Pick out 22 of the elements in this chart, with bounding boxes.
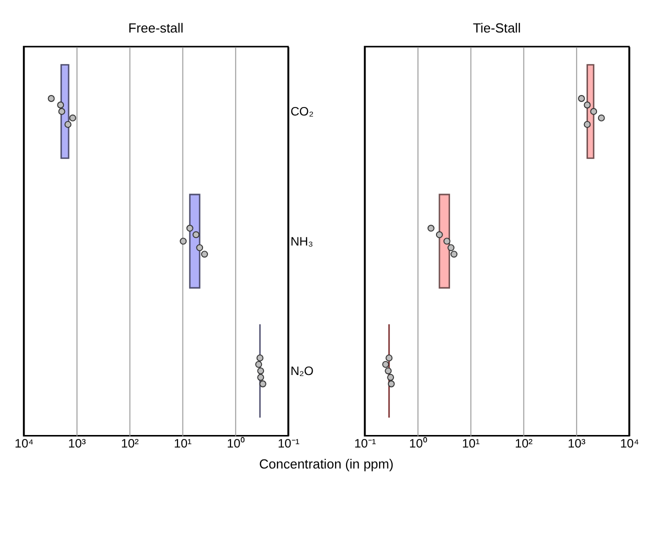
x-tick-label: 10¹ [462,436,480,451]
x-tick-label: 10⁻¹ [354,436,376,451]
bar [60,64,70,159]
x-tick-label: 10³ [568,436,586,451]
chart-title: Free-stall [128,20,184,36]
x-tick-label: 10⁰ [226,436,246,451]
y-tick-label: N₂O [290,364,314,378]
x-tick-label: 10² [121,436,139,451]
x-tick-label: 10⁰ [409,436,428,451]
x-tick-label: 10⁻¹ [278,436,300,451]
x-tick-label: 10³ [68,436,86,451]
chart-title: Tie-Stall [472,20,521,36]
x-tick-label: 10⁴ [620,436,639,451]
x-tick-label: 10¹ [174,436,192,451]
x-tick-label: 10² [514,436,533,451]
x-tick-label: 10⁴ [14,436,34,451]
bar [438,194,450,289]
bar [586,64,594,159]
y-tick-label: NH₃ [290,234,314,248]
y-tick-label: CO₂ [290,104,314,119]
x-axis-title: Concentration (in ppm) [259,456,394,472]
bar [189,194,200,289]
